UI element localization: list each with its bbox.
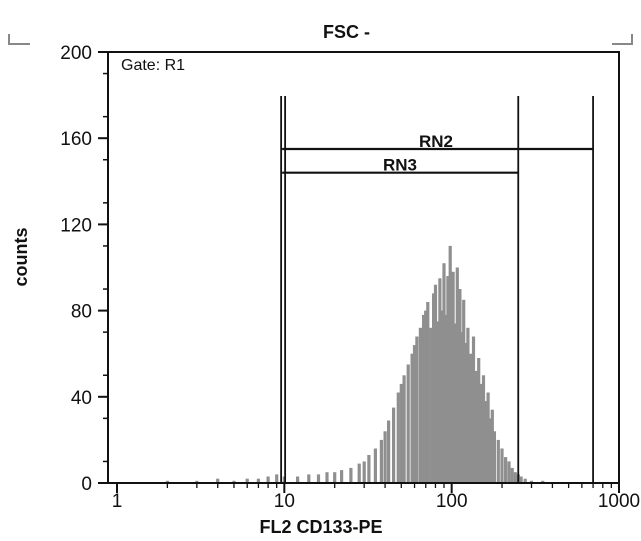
histogram-bar [474,370,478,483]
histogram-bar [541,480,545,483]
histogram-bar [340,470,344,483]
histogram-bar [429,327,433,483]
y-tick-label: 40 [71,388,92,409]
histogram-bar [357,463,361,483]
corner-bracket-left [8,34,30,45]
histogram-bar [492,431,496,483]
y-tick-label: 200 [60,43,92,64]
histogram-bar [387,420,391,483]
y-tick-label: 80 [71,302,92,323]
marker-rn3: RN3 [282,96,520,483]
marker-label: RN2 [419,132,453,151]
histogram-bar [410,353,414,483]
histogram-bar [496,439,500,483]
histogram-bar [422,314,426,483]
histogram-bar [466,327,470,483]
histogram-bar [460,332,464,483]
histogram-bar [325,472,329,483]
x-tick-label: 1 [112,491,123,512]
histogram-bar [367,455,371,483]
marker-label: RN3 [383,156,417,175]
histogram-bar [333,472,337,483]
histogram-bar [362,461,366,483]
histogram-bar [477,358,481,483]
histogram-bar [418,327,422,483]
histogram-bar [458,289,462,483]
histogram-bar [349,467,353,483]
x-tick-label: 100 [436,491,468,512]
histogram-bar [412,345,417,483]
histogram-bar [195,480,199,483]
chart-title: FSC - [323,22,370,42]
histogram-bar [379,439,383,483]
histogram-bar [510,467,514,483]
histogram-bar [469,353,473,483]
histogram-bar [296,476,300,483]
histogram-bar [216,478,220,483]
histogram-bar [307,474,311,483]
y-axis-label: counts [11,227,31,286]
histogram-bar [451,271,455,483]
histogram-bar [488,418,492,483]
histogram-bar [484,401,488,483]
histogram-bar [402,375,406,484]
histogram-bar [316,474,321,483]
histogram-bar [406,364,410,483]
histogram-bar [519,476,523,483]
histogram-bar [471,336,476,483]
histogram-bars [165,245,545,484]
histogram-bar [435,321,439,483]
histogram-bar [438,278,442,483]
histogram-bar [444,314,448,483]
y-tick-label: 160 [60,129,92,150]
histogram-bar [383,431,387,483]
histogram-bar [479,383,483,483]
axes: 0 40 80 120 160 200 1 10 100 1000 [60,43,640,512]
plot-frame [107,51,620,484]
corner-bracket-right [612,34,633,45]
histogram-bar [399,383,403,483]
histogram-bar [165,480,169,483]
x-axis-label: FL2 CD133-PE [259,517,382,537]
histogram-bar [446,276,450,483]
marker-rn2: RN2 [280,96,594,483]
gate-label: Gate: R1 [121,57,185,74]
histogram-bar [256,478,260,483]
histogram-bar [453,323,457,483]
histogram-bar [486,392,490,483]
histogram-bar [481,375,486,484]
histogram-bar [373,448,377,483]
y-tick-label: 120 [60,215,92,236]
histogram-bar [490,409,494,483]
x-tick-label: 1000 [598,491,640,512]
histogram-bar [523,478,527,483]
histogram-bar [463,342,467,483]
x-tick-label: 10 [274,491,295,512]
histogram-bar [529,480,534,483]
histogram-bar [415,336,419,483]
histogram-bar [232,480,236,483]
histogram-bar [432,293,436,483]
histogram-bar [504,457,508,483]
histogram-bar [396,392,400,483]
histogram-bar [426,302,430,483]
histogram-bar [245,478,249,483]
histogram-bar [275,474,279,483]
histogram-bar [507,461,511,483]
y-tick-label: 0 [81,474,92,495]
histogram-bar [266,476,270,483]
histogram-bar [513,472,517,483]
histogram-bar [433,284,438,483]
histogram-bar [392,407,396,483]
histogram-bar [500,448,504,483]
histogram-bar [424,310,428,483]
